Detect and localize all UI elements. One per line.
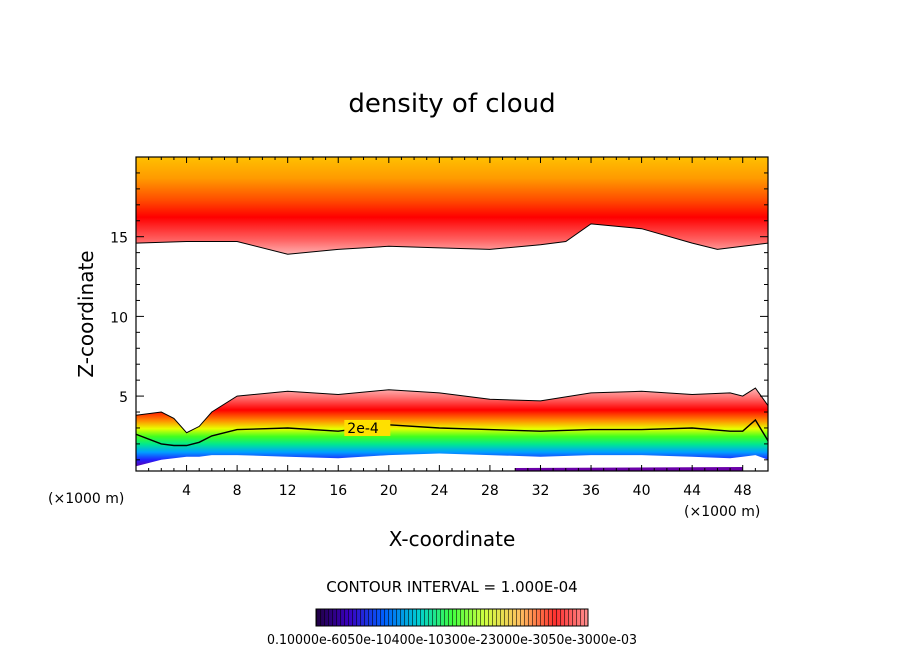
contour-line-2e-4 <box>136 418 768 447</box>
plot-area <box>136 157 768 471</box>
x-tick-label: 16 <box>329 483 347 499</box>
x-axis-label: X-coordinate <box>389 527 516 551</box>
x-axis: 4 8 12 16 20 24 28 32 36 40 44 48 <box>148 157 756 499</box>
contour-label-bg <box>344 419 391 436</box>
x-tick-label: 32 <box>532 483 550 499</box>
x-tick-label: 20 <box>380 483 398 499</box>
x-unit-left: (×1000 m) <box>48 491 124 507</box>
x-tick-label: 44 <box>683 483 701 499</box>
x-tick-label: 4 <box>182 483 191 499</box>
x-tick-label: 8 <box>233 483 242 499</box>
contour-interval-label: CONTOUR INTERVAL = 1.000E-04 <box>326 578 577 596</box>
x-tick-label: 40 <box>633 483 651 499</box>
contour-label: 2e-4 <box>347 421 379 437</box>
x-tick-label: 12 <box>279 483 297 499</box>
x-tick-label: 28 <box>481 483 499 499</box>
y-tick-label: 10 <box>110 310 128 326</box>
y-tick-label: 15 <box>110 231 128 247</box>
x-tick-label: 48 <box>734 483 752 499</box>
y-tick-label: 5 <box>119 390 128 406</box>
x-tick-label: 24 <box>430 483 448 499</box>
y-axis-label: Z-coordinate <box>74 250 98 377</box>
lower-cloud-layer <box>136 388 768 467</box>
x-tick-label: 36 <box>582 483 600 499</box>
x-unit-right: (×1000 m) <box>684 504 760 520</box>
colorbar-ticks <box>316 609 588 626</box>
chart-title: density of cloud <box>348 89 555 119</box>
lower-layer-contour <box>136 387 768 434</box>
upper-cloud-layer <box>136 157 768 255</box>
upper-layer-contour <box>136 223 768 255</box>
y-axis: 5 10 15 <box>110 172 768 461</box>
colorbar-labels: 0.10000e-6050e-10400e-10300e-23000e-3050… <box>267 633 637 648</box>
